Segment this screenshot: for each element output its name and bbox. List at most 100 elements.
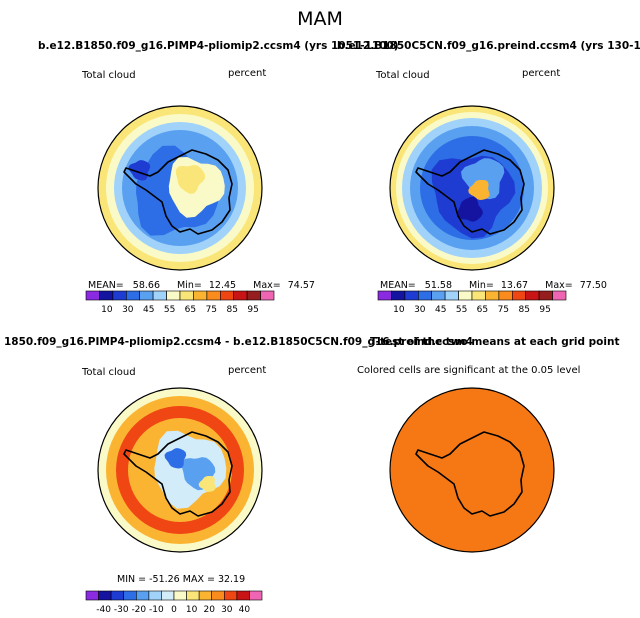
panel2-colorbar-label: 95: [539, 305, 550, 315]
panel2-colorbar-box: [471, 290, 486, 301]
contour-patch: [128, 160, 151, 181]
panel2-colorbar-box: [458, 290, 473, 301]
panel1-colorbar-label: 30: [122, 305, 134, 315]
panel1-colorbar: 10 30 45 55 65 75 85 95: [85, 290, 275, 315]
panel2-colorbar-label: 75: [498, 305, 509, 315]
panel2-colorbar-box: [444, 290, 459, 301]
panel3-units-label: percent: [228, 365, 267, 376]
panel3-colorbar: -40 -30 -20 -10 0 10 20 30 40: [85, 590, 263, 615]
panel3-colorbar-box: [249, 590, 263, 601]
panel2-colorbar-box: [538, 290, 553, 301]
panel3-stats: MIN = -51.26 MAX = 32.19: [117, 574, 246, 585]
panel1-colorbar-label: 65: [185, 305, 196, 315]
panel2-colorbar-box: [404, 290, 419, 301]
panel1-colorbar-box: [112, 290, 127, 301]
panel1-colorbar-box: [85, 290, 100, 301]
contour-patch: [456, 196, 483, 222]
panel1-variable-label: Total cloud: [82, 70, 136, 81]
panel2-mean-value: 51.58: [424, 280, 452, 291]
map-border: [97, 105, 263, 271]
main-title: MAM: [297, 8, 343, 30]
panel4-title: T-test of the two means at each grid poi…: [370, 336, 620, 348]
panel1-colorbar-label: 10: [101, 305, 113, 315]
panel3-colorbar-box: [186, 590, 200, 601]
panel3-colorbar-box: [123, 590, 137, 601]
panel2-min-value: 13.67: [500, 280, 529, 291]
map-field: [98, 388, 262, 552]
map-border: [389, 105, 555, 271]
panel1-mean-value: 58.66: [132, 280, 160, 291]
panel1-colorbar-box: [125, 290, 140, 301]
panel3-colorbar-box: [173, 590, 187, 601]
panel2-stats: MEAN= 51.58 Min= 13.67 Max= 77.50: [380, 280, 607, 291]
panel1-colorbar-label: 95: [247, 305, 258, 315]
panel2-colorbar-box: [485, 290, 500, 301]
panel2-colorbar-box: [552, 290, 567, 301]
contour-ring: [390, 388, 554, 552]
antarctica-coastline: [123, 149, 233, 235]
panel1-colorbar-box: [220, 290, 235, 301]
panel3-colorbar-label: 30: [221, 605, 233, 615]
panel1-min-value: 12.45: [208, 280, 237, 291]
panel2-title: b.e12.B1850C5CN.f09_g16.preind.ccsm4 (yr…: [337, 40, 640, 52]
panel2-colorbar-label: 65: [477, 305, 488, 315]
panel1-colorbar-box: [139, 290, 154, 301]
panel2-colorbar-label: 55: [456, 305, 467, 315]
panel1-max-label: Max=: [253, 280, 281, 291]
panel3-colorbar-box: [211, 590, 225, 601]
panel3-colorbar-box: [85, 590, 99, 601]
panel2-colorbar-label: 45: [435, 305, 446, 315]
panel3-colorbar-box: [236, 590, 250, 601]
panel2-colorbar-label: 10: [393, 305, 405, 315]
panel3-colorbar-box: [224, 590, 238, 601]
panel2-colorbar-box: [391, 290, 406, 301]
panel3-colorbar-box: [198, 590, 212, 601]
panel3-title: 1850.f09_g16.PIMP4-pliomip2.ccsm4 - b.e1…: [4, 336, 473, 348]
panel2-colorbar-box: [377, 290, 392, 301]
panel3-colorbar-box: [135, 590, 150, 601]
panel1-title: b.e12.B1850.f09_g16.PIMP4-pliomip2.ccsm4…: [38, 40, 399, 52]
map-border: [97, 387, 263, 553]
panel1-colorbar-box: [260, 290, 275, 301]
panel1-colorbar-label: 55: [164, 305, 175, 315]
panel2-mean-label: MEAN=: [380, 280, 416, 291]
panel1-colorbar-box: [233, 290, 248, 301]
panel2-max-value: 77.50: [579, 280, 607, 291]
panel2-max-label: Max=: [545, 280, 573, 291]
panel1-colorbar-box: [99, 290, 114, 301]
contour-patch: [175, 165, 206, 194]
panel3-colorbar-label: 40: [239, 605, 251, 615]
panel3-map: [97, 387, 263, 553]
panel2-colorbar-box: [431, 290, 446, 301]
panel3-colorbar-label: -40: [96, 605, 111, 615]
panel3-colorbar-label: 0: [171, 605, 177, 615]
panel2-colorbar-box: [512, 290, 527, 301]
contour-patch: [198, 476, 216, 492]
panel2-colorbar: 10 30 45 55 65 75 85 95: [377, 290, 567, 315]
panel2-map: [389, 105, 555, 271]
panel3-colorbar-box: [98, 590, 112, 601]
panel2-min-label: Min=: [469, 280, 494, 291]
panel1-units-label: percent: [228, 68, 267, 79]
antarctica-coastline: [415, 149, 525, 235]
panel3-colorbar-label: 10: [186, 605, 198, 615]
panel4-annotation: Colored cells are significant at the 0.0…: [357, 365, 581, 376]
map-border: [389, 387, 555, 553]
panel3-colorbar-label: -10: [149, 605, 164, 615]
panel1-colorbar-label: 45: [143, 305, 154, 315]
panel1-colorbar-box: [206, 290, 221, 301]
panel2-colorbar-label: 30: [414, 305, 426, 315]
panel3-colorbar-label: -20: [131, 605, 146, 615]
map-field: [390, 388, 554, 552]
contour-patch: [468, 180, 490, 200]
contour-patch: [164, 448, 187, 469]
panel3-colorbar-box: [148, 590, 162, 601]
panel3-colorbar-box: [161, 590, 175, 601]
panel3-colorbar-label: -30: [114, 605, 129, 615]
panel3-variable-label: Total cloud: [82, 367, 136, 378]
panel3-colorbar-box: [110, 590, 125, 601]
panel1-colorbar-box: [152, 290, 167, 301]
panel1-mean-label: MEAN=: [88, 280, 124, 291]
panel1-max-value: 74.57: [287, 280, 315, 291]
panel1-colorbar-box: [166, 290, 181, 301]
